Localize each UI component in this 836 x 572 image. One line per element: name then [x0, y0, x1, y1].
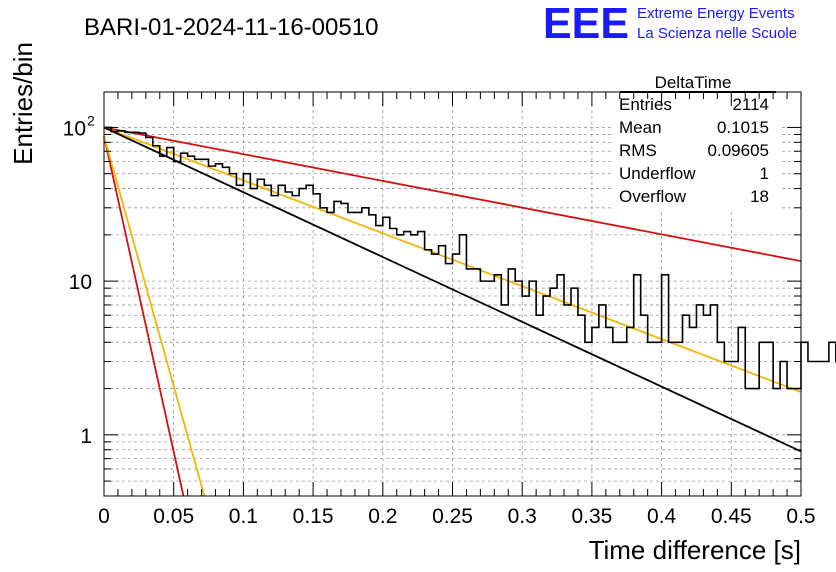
stats-value-overflow: 18 — [750, 187, 769, 206]
fit-curve-0 — [103, 126, 802, 262]
x-axis-label: Time difference [s] — [589, 535, 801, 565]
x-tick-labels: 0 0.05 0.1 0.15 0.2 0.25 0.3 0.35 0.4 0.45 0.5 — [98, 505, 815, 528]
stats-label-mean: Mean — [619, 118, 662, 137]
x-tick-label: 0 — [98, 505, 110, 528]
stats-box-background — [612, 74, 780, 212]
x-tick-label: 0.35 — [571, 505, 612, 528]
stats-box: DeltaTime Entries 2114 Mean 0.1015 RMS 0… — [619, 73, 776, 206]
stats-label-overflow: Overflow — [619, 187, 687, 206]
y-tick-exponent: 2 — [87, 112, 95, 128]
eee-logo-mark: EEE — [543, 0, 629, 48]
stats-value-rms: 0.09605 — [708, 141, 769, 160]
x-tick-label: 0.2 — [368, 505, 397, 528]
histogram-outline — [104, 126, 836, 390]
eee-logo-line2: La Scienza nelle Scuole — [637, 25, 797, 42]
x-tick-label: 0.4 — [647, 505, 677, 528]
eee-logo: EEE Extreme Energy Events La Scienza nel… — [543, 0, 797, 48]
y-tick-label: 1 — [80, 425, 92, 448]
grid-lines — [104, 92, 801, 497]
stats-box-name: DeltaTime — [655, 73, 732, 92]
x-tick-label: 0.45 — [711, 505, 752, 528]
stats-value-entries: 2114 — [732, 95, 769, 114]
x-tick-label: 0.5 — [786, 505, 815, 528]
histogram — [104, 126, 836, 390]
fit-curve-3 — [103, 135, 185, 497]
y-tick-label: 10 — [69, 271, 92, 294]
x-tick-label: 0.15 — [293, 505, 334, 528]
y-tick-label: 10 — [63, 117, 86, 140]
stats-label-rms: RMS — [619, 141, 657, 160]
stats-label-entries: Entries — [619, 95, 672, 114]
stats-value-mean: 0.1015 — [717, 118, 769, 137]
x-tick-label: 0.05 — [153, 505, 194, 528]
plot-frame — [103, 91, 802, 497]
fit-curve-4 — [103, 135, 206, 497]
x-tick-label: 0.3 — [508, 505, 537, 528]
stats-value-underflow: 1 — [760, 164, 769, 183]
chart-title: BARI-01-2024-11-16-00510 — [84, 14, 378, 41]
y-axis-label: Entries/bin — [8, 42, 38, 165]
fit-curve-2 — [103, 126, 802, 453]
stats-label-underflow: Underflow — [619, 164, 696, 183]
eee-logo-line1: Extreme Energy Events — [637, 5, 795, 22]
x-tick-label: 0.1 — [229, 505, 258, 528]
x-tick-label: 0.25 — [432, 505, 473, 528]
